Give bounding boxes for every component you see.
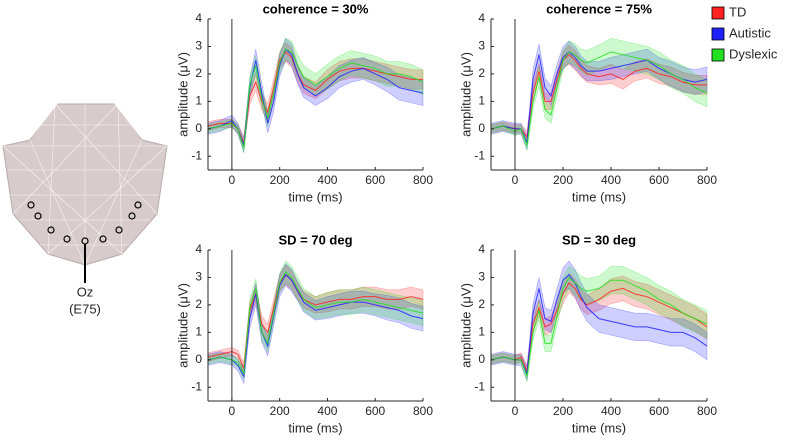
electrode-id: (E75) <box>69 301 101 316</box>
x-tick-label: 800 <box>697 173 717 187</box>
y-tick-label: 2 <box>195 66 202 80</box>
series-line <box>490 276 708 377</box>
ear-cut <box>28 98 60 138</box>
chart-title: SD = 30 deg <box>562 232 636 247</box>
y-tick-label: 2 <box>478 66 485 80</box>
series-line <box>490 54 707 139</box>
x-axis-label: time (ms) <box>288 189 342 204</box>
y-tick-label: 3 <box>478 270 485 284</box>
y-tick-label: 1 <box>478 94 485 108</box>
x-tick-label: 0 <box>512 173 519 187</box>
y-tick-label: 3 <box>478 39 485 53</box>
y-tick-label: 4 <box>478 11 485 25</box>
error-band <box>207 41 424 150</box>
y-tick-label: -1 <box>474 148 485 162</box>
subplot: -1 0 1 2 3 4 0 200 400 600 800 SD = 70 deg time (ms)… <box>175 232 433 435</box>
y-tick-label: -1 <box>191 379 202 393</box>
x-tick-label: 200 <box>270 404 290 418</box>
x-tick-label: 400 <box>317 404 337 418</box>
y-tick-label: -1 <box>191 148 202 162</box>
x-tick-label: 0 <box>512 404 519 418</box>
x-tick-label: 200 <box>553 404 573 418</box>
y-tick-label: 3 <box>195 270 202 284</box>
legend-swatch <box>711 48 725 62</box>
y-tick-label: 4 <box>478 242 485 256</box>
series-line <box>490 51 708 146</box>
electrode <box>34 212 42 220</box>
error-band <box>490 44 708 144</box>
legend-label: Autistic <box>729 25 771 40</box>
x-tick-label: 400 <box>317 173 337 187</box>
electrode <box>134 201 142 209</box>
head-diagram: Oz (E75) <box>2 98 168 316</box>
electrode <box>47 226 55 234</box>
y-tick-label: -1 <box>474 379 485 393</box>
y-tick-label: 2 <box>478 297 485 311</box>
y-axis-label: amplitude (μV) <box>458 52 473 137</box>
legend-swatch <box>711 6 725 20</box>
error-band <box>490 260 708 381</box>
y-tick-label: 4 <box>195 242 202 256</box>
series-line <box>207 273 424 371</box>
x-axis-label: time (ms) <box>572 189 626 204</box>
x-tick-label: 800 <box>413 173 433 187</box>
y-axis-label: amplitude (μV) <box>175 52 190 137</box>
x-axis-label: time (ms) <box>288 420 342 435</box>
legend-label: TD <box>729 4 746 19</box>
y-tick-label: 1 <box>195 325 202 339</box>
electrode <box>27 201 35 209</box>
x-tick-label: 400 <box>601 404 621 418</box>
y-tick-label: 0 <box>478 121 485 135</box>
x-tick-label: 600 <box>365 404 385 418</box>
x-tick-label: 600 <box>365 173 385 187</box>
subplot: -1 0 1 2 3 4 0 200 400 600 800 SD = 30 deg time (ms)… <box>458 232 717 435</box>
series-line <box>207 48 424 149</box>
error-band <box>490 37 708 151</box>
chart-title: SD = 70 deg <box>278 232 352 247</box>
x-tick-label: 800 <box>413 404 433 418</box>
x-tick-label: 0 <box>229 173 236 187</box>
ear-cut <box>112 98 144 138</box>
y-tick-label: 0 <box>195 352 202 366</box>
x-tick-label: 200 <box>553 173 573 187</box>
x-axis-label: time (ms) <box>572 420 626 435</box>
error-band <box>490 40 708 150</box>
x-tick-label: 200 <box>270 173 290 187</box>
subplot: -1 0 1 2 3 4 0 200 400 600 800 coherence = 75% time … <box>458 1 777 204</box>
electrode <box>115 226 123 234</box>
y-tick-label: 1 <box>195 94 202 108</box>
y-axis-label: amplitude (μV) <box>458 283 473 368</box>
y-tick-label: 4 <box>195 11 202 25</box>
electrode-label: Oz <box>77 284 94 299</box>
x-tick-label: 400 <box>601 173 621 187</box>
electrode <box>63 235 71 243</box>
x-tick-label: 600 <box>649 404 669 418</box>
series-line <box>207 273 424 378</box>
y-tick-label: 0 <box>478 352 485 366</box>
series-line <box>207 271 424 376</box>
legend-label: Dyslexic <box>729 46 778 61</box>
y-axis-label: amplitude (μV) <box>175 283 190 368</box>
legend-swatch <box>711 27 725 41</box>
y-tick-label: 2 <box>195 297 202 311</box>
chart-title: coherence = 75% <box>546 1 652 16</box>
electrode <box>128 212 136 220</box>
y-tick-label: 3 <box>195 39 202 53</box>
electrode <box>99 235 107 243</box>
y-tick-label: 1 <box>478 325 485 339</box>
error-band <box>207 263 424 385</box>
x-tick-label: 600 <box>649 173 669 187</box>
y-tick-label: 0 <box>195 121 202 135</box>
chart-title: coherence = 30% <box>263 1 369 16</box>
x-tick-label: 800 <box>697 404 717 418</box>
x-tick-label: 0 <box>229 404 236 418</box>
subplot: -1 0 1 2 3 4 0 200 400 600 800 coherence = 30% time … <box>175 1 433 204</box>
